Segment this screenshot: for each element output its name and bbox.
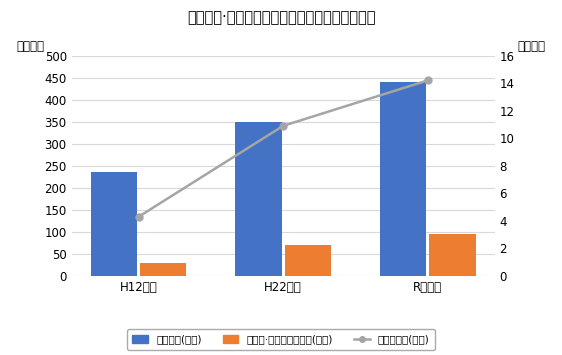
Bar bbox=[235, 122, 282, 276]
Bar bbox=[284, 245, 331, 276]
Text: （万人）: （万人） bbox=[518, 40, 546, 53]
Text: 高齢者数·認定者数および介護給付費などの推移: 高齢者数·認定者数および介護給付費などの推移 bbox=[187, 11, 375, 26]
Text: （億円）: （億円） bbox=[17, 40, 44, 53]
Bar bbox=[380, 82, 427, 276]
Bar bbox=[429, 234, 475, 276]
Bar bbox=[140, 263, 186, 276]
Bar bbox=[91, 173, 137, 276]
Legend: 高齢者数(万人), 要介護·要支援認定者数(万人), 介護給付費(億円): 高齢者数(万人), 要介護·要支援認定者数(万人), 介護給付費(億円) bbox=[127, 329, 435, 350]
